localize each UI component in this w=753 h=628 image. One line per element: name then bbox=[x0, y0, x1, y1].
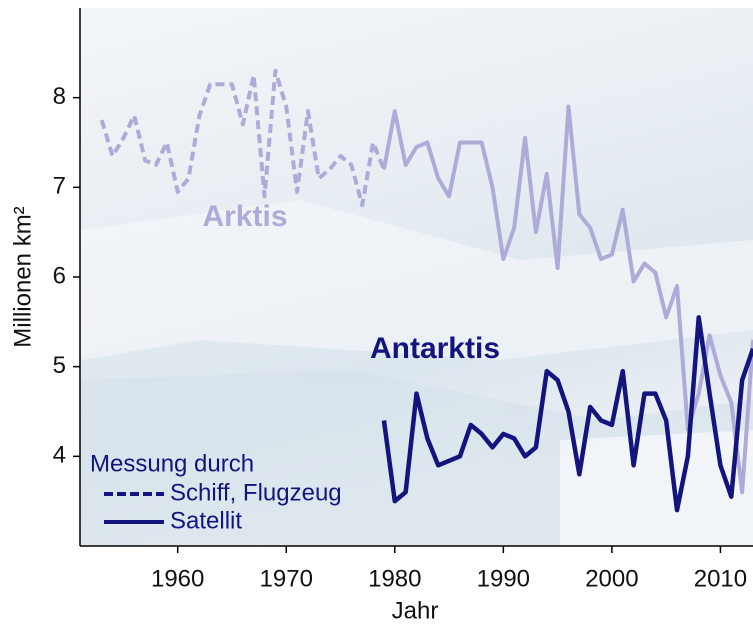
series-label: Arktis bbox=[202, 200, 287, 233]
y-tick-label: 4 bbox=[53, 442, 66, 469]
x-axis-title: Jahr bbox=[392, 597, 439, 624]
y-tick-label: 7 bbox=[53, 173, 66, 200]
chart: Jahr Millionen km² 4 5 6 7 8 1960 1970 1980 1990… bbox=[0, 0, 753, 628]
y-tick-label: 8 bbox=[53, 83, 66, 110]
y-axis-title: Millionen km² bbox=[9, 206, 36, 347]
x-tick-label: 2000 bbox=[585, 565, 638, 592]
x-tick-label: 1990 bbox=[477, 565, 530, 592]
y-tick-label: 5 bbox=[53, 352, 66, 379]
legend-label: Schiff, Flugzeug bbox=[170, 479, 342, 506]
series-label: Antarktis bbox=[370, 332, 500, 365]
x-tick-label: 2010 bbox=[694, 565, 747, 592]
y-tick-label: 6 bbox=[53, 262, 66, 289]
x-tick-label: 1960 bbox=[151, 565, 204, 592]
legend-label: Satellit bbox=[170, 507, 242, 534]
x-tick-label: 1970 bbox=[260, 565, 313, 592]
legend-title: Messung durch bbox=[90, 450, 254, 477]
x-tick-label: 1980 bbox=[368, 565, 421, 592]
